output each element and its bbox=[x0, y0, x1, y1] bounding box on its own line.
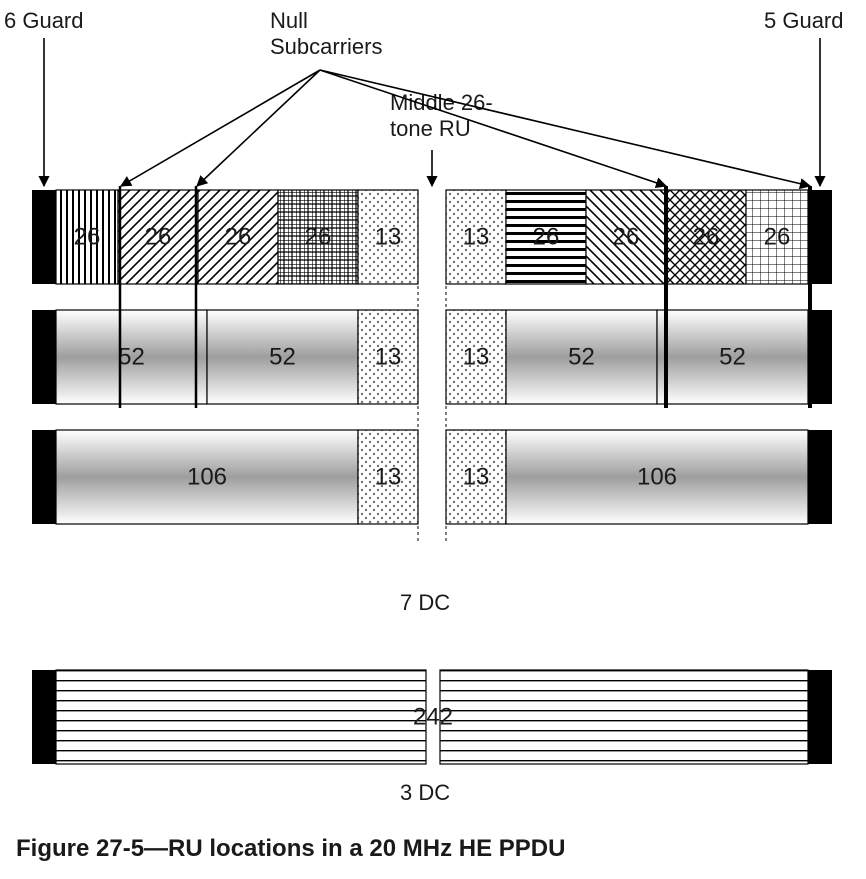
ru242-right bbox=[440, 670, 808, 764]
ru-cell-label: 106 bbox=[187, 464, 227, 491]
ru-cell-label: 13 bbox=[375, 224, 402, 251]
ru-cell-label: 26 bbox=[145, 224, 172, 251]
ru242-left bbox=[56, 670, 426, 764]
label-3dc: 3 DC bbox=[400, 780, 450, 805]
ru-cell-label: 26 bbox=[305, 224, 332, 251]
ru-cell-label: 106 bbox=[637, 464, 677, 491]
right-guard-block bbox=[808, 670, 832, 764]
ru-cell-label: 26 bbox=[225, 224, 252, 251]
ru242-label: 242 bbox=[413, 704, 453, 731]
ru-cell-label: 52 bbox=[568, 344, 595, 371]
label-right-guard: 5 Guard bbox=[764, 8, 844, 33]
figure-root: 26 26 26 26 13 13 26 26 26 26 52 52 13 13 52 52 106 13 13 1… bbox=[0, 0, 866, 879]
left-guard-block bbox=[32, 190, 56, 284]
ru-cell-label: 52 bbox=[118, 344, 145, 371]
left-guard-block bbox=[32, 670, 56, 764]
left-guard-block bbox=[32, 430, 56, 524]
label-left-guard: 6 Guard bbox=[4, 8, 84, 33]
right-guard-block bbox=[808, 430, 832, 524]
left-guard-block bbox=[32, 310, 56, 404]
label-null-sub: Subcarriers bbox=[270, 34, 382, 59]
ru-cell-label: 26 bbox=[693, 224, 720, 251]
label-7dc: 7 DC bbox=[400, 590, 450, 615]
ru-cell-label: 26 bbox=[533, 224, 560, 251]
ru-cell-label: 26 bbox=[613, 224, 640, 251]
ru-cell-label: 26 bbox=[74, 224, 101, 251]
ru-cell-label: 52 bbox=[269, 344, 296, 371]
ru-cell-label: 26 bbox=[764, 224, 791, 251]
label-middle-ru: tone RU bbox=[390, 116, 471, 141]
label-null-sub: Null bbox=[270, 8, 308, 33]
ru-cell-label: 52 bbox=[719, 344, 746, 371]
ru-cell-label: 13 bbox=[463, 224, 490, 251]
ru-cell-label: 13 bbox=[463, 344, 490, 371]
ru-cell-label: 13 bbox=[375, 464, 402, 491]
ru-cell-label: 13 bbox=[375, 344, 402, 371]
figure-caption: Figure 27-5—RU locations in a 20 MHz HE … bbox=[16, 835, 565, 862]
ru-cell-label: 13 bbox=[463, 464, 490, 491]
